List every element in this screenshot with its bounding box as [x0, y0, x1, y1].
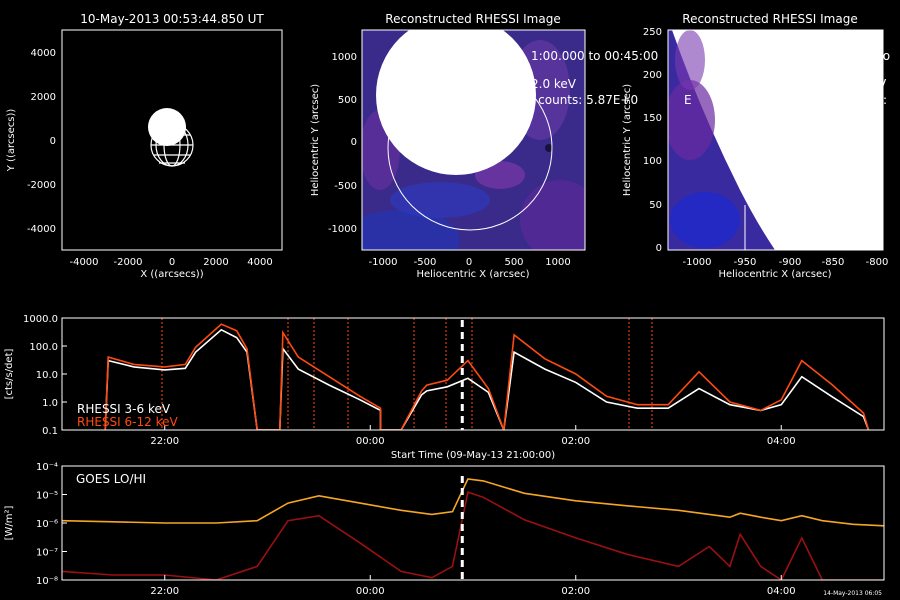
image1-overlay-line: 2.0 keV [531, 77, 577, 91]
x-tick-label: 00:00 [356, 586, 385, 597]
x-tick-label: 22:00 [150, 586, 179, 597]
image2-overlay-line: E [684, 93, 692, 107]
image2-y-tick: 100 [643, 156, 662, 167]
y-tick-label: 10⁻⁶ [36, 519, 58, 530]
legend-rhessi-6-12: RHESSI 6-12 keV [77, 415, 178, 429]
rhessi-ylabel: [cts/s/det] [4, 349, 15, 400]
overview-x-tick: 2000 [203, 257, 228, 268]
y-tick-label: 10⁻⁴ [36, 462, 58, 473]
y-tick-label: 0.1 [42, 426, 58, 437]
x-tick-label: 02:00 [561, 436, 590, 447]
image1-x-tick: 500 [504, 257, 523, 268]
y-tick-label: 10⁻⁷ [36, 548, 58, 559]
rhessi-xlabel: Start Time (09-May-13 21:00:00) [391, 450, 555, 461]
image2-y-tick: 50 [649, 200, 662, 211]
overview-y-tick: 4000 [31, 48, 56, 59]
image1-ylabel: Heliocentric Y (arcsec) [310, 84, 321, 196]
x-tick-label: 04:00 [767, 586, 796, 597]
overview-x-tick: 0 [169, 257, 175, 268]
rhessi-lightcurve-panel: 22:00 00:00 02:00 04:00 1000.0 100.0 10.0 1.0 0… [4, 314, 885, 461]
x-tick-label: 00:00 [356, 436, 385, 447]
y-tick-label: 1.0 [42, 398, 58, 409]
rhessi-frame [61, 317, 885, 431]
y-tick-label: 10⁻⁵ [36, 491, 58, 502]
overview-xlabel: X ((arcsecs)) [140, 269, 203, 280]
image2-title: Reconstructed RHESSI Image [682, 12, 857, 26]
image2-panel: Reconstructed RHESSI Image to V E ts: -1… [622, 12, 890, 280]
image2-overlay-line: V [878, 77, 887, 91]
image1-y-tick: 0 [351, 137, 357, 148]
image2-y-tick: 0 [656, 243, 662, 254]
overview-y-tick: 0 [50, 136, 56, 147]
image1-x-tick: -500 [414, 257, 437, 268]
fov-mask [376, 30, 536, 175]
y-tick-label: 1000.0 [23, 314, 58, 325]
image2-y-tick: 150 [643, 113, 662, 124]
image1-frame [361, 29, 586, 251]
image1-y-tick: 1000 [332, 52, 357, 63]
series-line-1 [62, 478, 884, 527]
image1-y-ticks: 1000 500 0 -500 -1000 [328, 52, 357, 235]
image1-x-tick: 1000 [545, 257, 570, 268]
image2-x-tick: -950 [734, 257, 757, 268]
image1-map [362, 30, 585, 250]
rhessi-flare-markers [161, 318, 653, 430]
image2-map [668, 30, 883, 250]
image1-overlay-line: l counts: 5.87E+0 [531, 93, 638, 107]
image2-overlay-line: to [878, 49, 890, 63]
overview-ylabel: Y ((arcsecs)) [6, 109, 17, 173]
legend-goes: GOES LO/HI [76, 472, 146, 486]
image2-frame [667, 29, 884, 251]
overview-y-tick: -4000 [27, 224, 56, 235]
image1-y-tick: -1000 [328, 224, 357, 235]
overview-frame [61, 29, 283, 251]
footer-timestamp: 14-May-2013 06:05 [823, 590, 882, 597]
overview-x-tick: -4000 [69, 257, 98, 268]
image2-x-tick: -1000 [682, 257, 711, 268]
image1-overlay-line: 1:00.000 to 00:45:00 [531, 49, 658, 63]
image1-xlabel: Heliocentric X (arcsec) [416, 269, 529, 280]
image1-title: Reconstructed RHESSI Image [385, 12, 560, 26]
image1-y-tick: -500 [334, 181, 357, 192]
y-tick-label: 10⁻⁸ [36, 576, 58, 587]
overview-panel: 10-May-2013 00:53:44.850 UT -4000 -2000 … [6, 12, 283, 280]
image1-x-tick: -1000 [368, 257, 397, 268]
image2-x-tick: -850 [822, 257, 845, 268]
overview-title: 10-May-2013 00:53:44.850 UT [80, 12, 264, 26]
overview-y-ticks: 4000 2000 0 -2000 -4000 [27, 48, 56, 235]
y-tick-label: 100.0 [29, 342, 58, 353]
image2-y-ticks: 250 200 150 100 50 0 [643, 27, 662, 254]
x-tick-label: 02:00 [561, 586, 590, 597]
image1-x-tick: 0 [466, 257, 472, 268]
image1-x-ticks: -1000 -500 0 500 1000 [368, 257, 570, 268]
image2-overlay-line: ts: [872, 93, 887, 107]
overview-y-tick: 2000 [31, 92, 56, 103]
overview-x-ticks: -4000 -2000 0 2000 4000 [69, 257, 272, 268]
image2-y-tick: 200 [643, 70, 662, 81]
series-line-2 [104, 323, 870, 430]
image1-y-tick: 500 [338, 95, 357, 106]
x-tick-label: 04:00 [767, 436, 796, 447]
goes-lightcurve-panel: 22:00 00:00 02:00 04:00 10⁻⁴ 10⁻⁵ 10⁻⁶ 10⁻⁷ 10⁻… [4, 462, 885, 597]
image2-x-ticks: -1000 -950 -900 -850 -800 [682, 257, 888, 268]
image2-x-tick: -800 [866, 257, 889, 268]
rhessi-fov-disk [148, 108, 186, 146]
image2-x-tick: -900 [779, 257, 802, 268]
overview-x-tick: -2000 [113, 257, 142, 268]
overview-y-tick: -2000 [27, 180, 56, 191]
goes-ylabel: [W/m²] [4, 505, 15, 540]
legend-rhessi-3-6: RHESSI 3-6 keV [77, 402, 171, 416]
image2-ylabel: Heliocentric Y (arcsec) [622, 84, 633, 196]
series-line-2 [62, 491, 884, 580]
x-tick-label: 22:00 [150, 436, 179, 447]
y-tick-label: 10.0 [36, 370, 58, 381]
image2-y-tick: 250 [643, 27, 662, 38]
series-line-1 [104, 328, 870, 430]
image1-panel: Reconstructed RHESSI Image 1:00.000 to 0… [310, 12, 658, 280]
overview-x-tick: 4000 [247, 257, 272, 268]
image2-xlabel: Heliocentric X (arcsec) [718, 269, 831, 280]
